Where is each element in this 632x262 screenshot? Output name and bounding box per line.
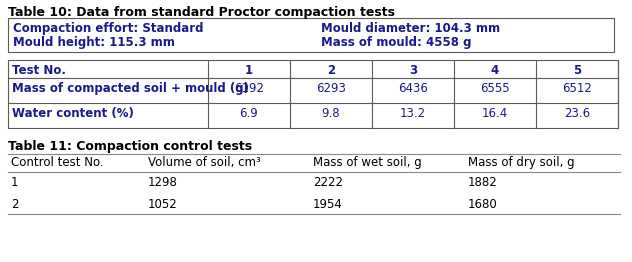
Text: 3: 3 [409, 64, 417, 77]
Text: 6293: 6293 [316, 82, 346, 95]
Text: 6192: 6192 [234, 82, 264, 95]
Text: Control test No.: Control test No. [11, 156, 104, 169]
Text: 6555: 6555 [480, 82, 510, 95]
Text: Mass of dry soil, g: Mass of dry soil, g [468, 156, 574, 169]
Text: 23.6: 23.6 [564, 107, 590, 120]
Text: Mass of wet soil, g: Mass of wet soil, g [313, 156, 422, 169]
Text: Mass of mould: 4558 g: Mass of mould: 4558 g [321, 36, 471, 49]
Text: Water content (%): Water content (%) [12, 107, 134, 120]
Text: 2222: 2222 [313, 176, 343, 189]
Text: 6512: 6512 [562, 82, 592, 95]
Bar [8, 18, 614, 52]
Text: 6.9: 6.9 [240, 107, 258, 120]
Text: Table 11: Compaction control tests: Table 11: Compaction control tests [8, 140, 252, 153]
Text: Mould height: 115.3 mm: Mould height: 115.3 mm [13, 36, 175, 49]
Text: 16.4: 16.4 [482, 107, 508, 120]
Text: 1052: 1052 [148, 198, 178, 211]
Text: 9.8: 9.8 [322, 107, 340, 120]
Text: 5: 5 [573, 64, 581, 77]
Text: 13.2: 13.2 [400, 107, 426, 120]
Text: Compaction effort: Standard: Compaction effort: Standard [13, 22, 204, 35]
Text: Mass of compacted soil + mould (g): Mass of compacted soil + mould (g) [12, 82, 249, 95]
Text: 1680: 1680 [468, 198, 498, 211]
Text: 1298: 1298 [148, 176, 178, 189]
Text: 4: 4 [491, 64, 499, 77]
Text: Mould diameter: 104.3 mm: Mould diameter: 104.3 mm [321, 22, 500, 35]
Text: 1954: 1954 [313, 198, 343, 211]
Bar [8, 60, 618, 128]
Text: 2: 2 [11, 198, 18, 211]
Text: 1: 1 [11, 176, 18, 189]
Text: 1: 1 [245, 64, 253, 77]
Text: 1882: 1882 [468, 176, 498, 189]
Text: 2: 2 [327, 64, 335, 77]
Text: Volume of soil, cm³: Volume of soil, cm³ [148, 156, 261, 169]
Text: Test No.: Test No. [12, 64, 66, 77]
Text: Table 10: Data from standard Proctor compaction tests: Table 10: Data from standard Proctor com… [8, 6, 395, 19]
Text: 6436: 6436 [398, 82, 428, 95]
